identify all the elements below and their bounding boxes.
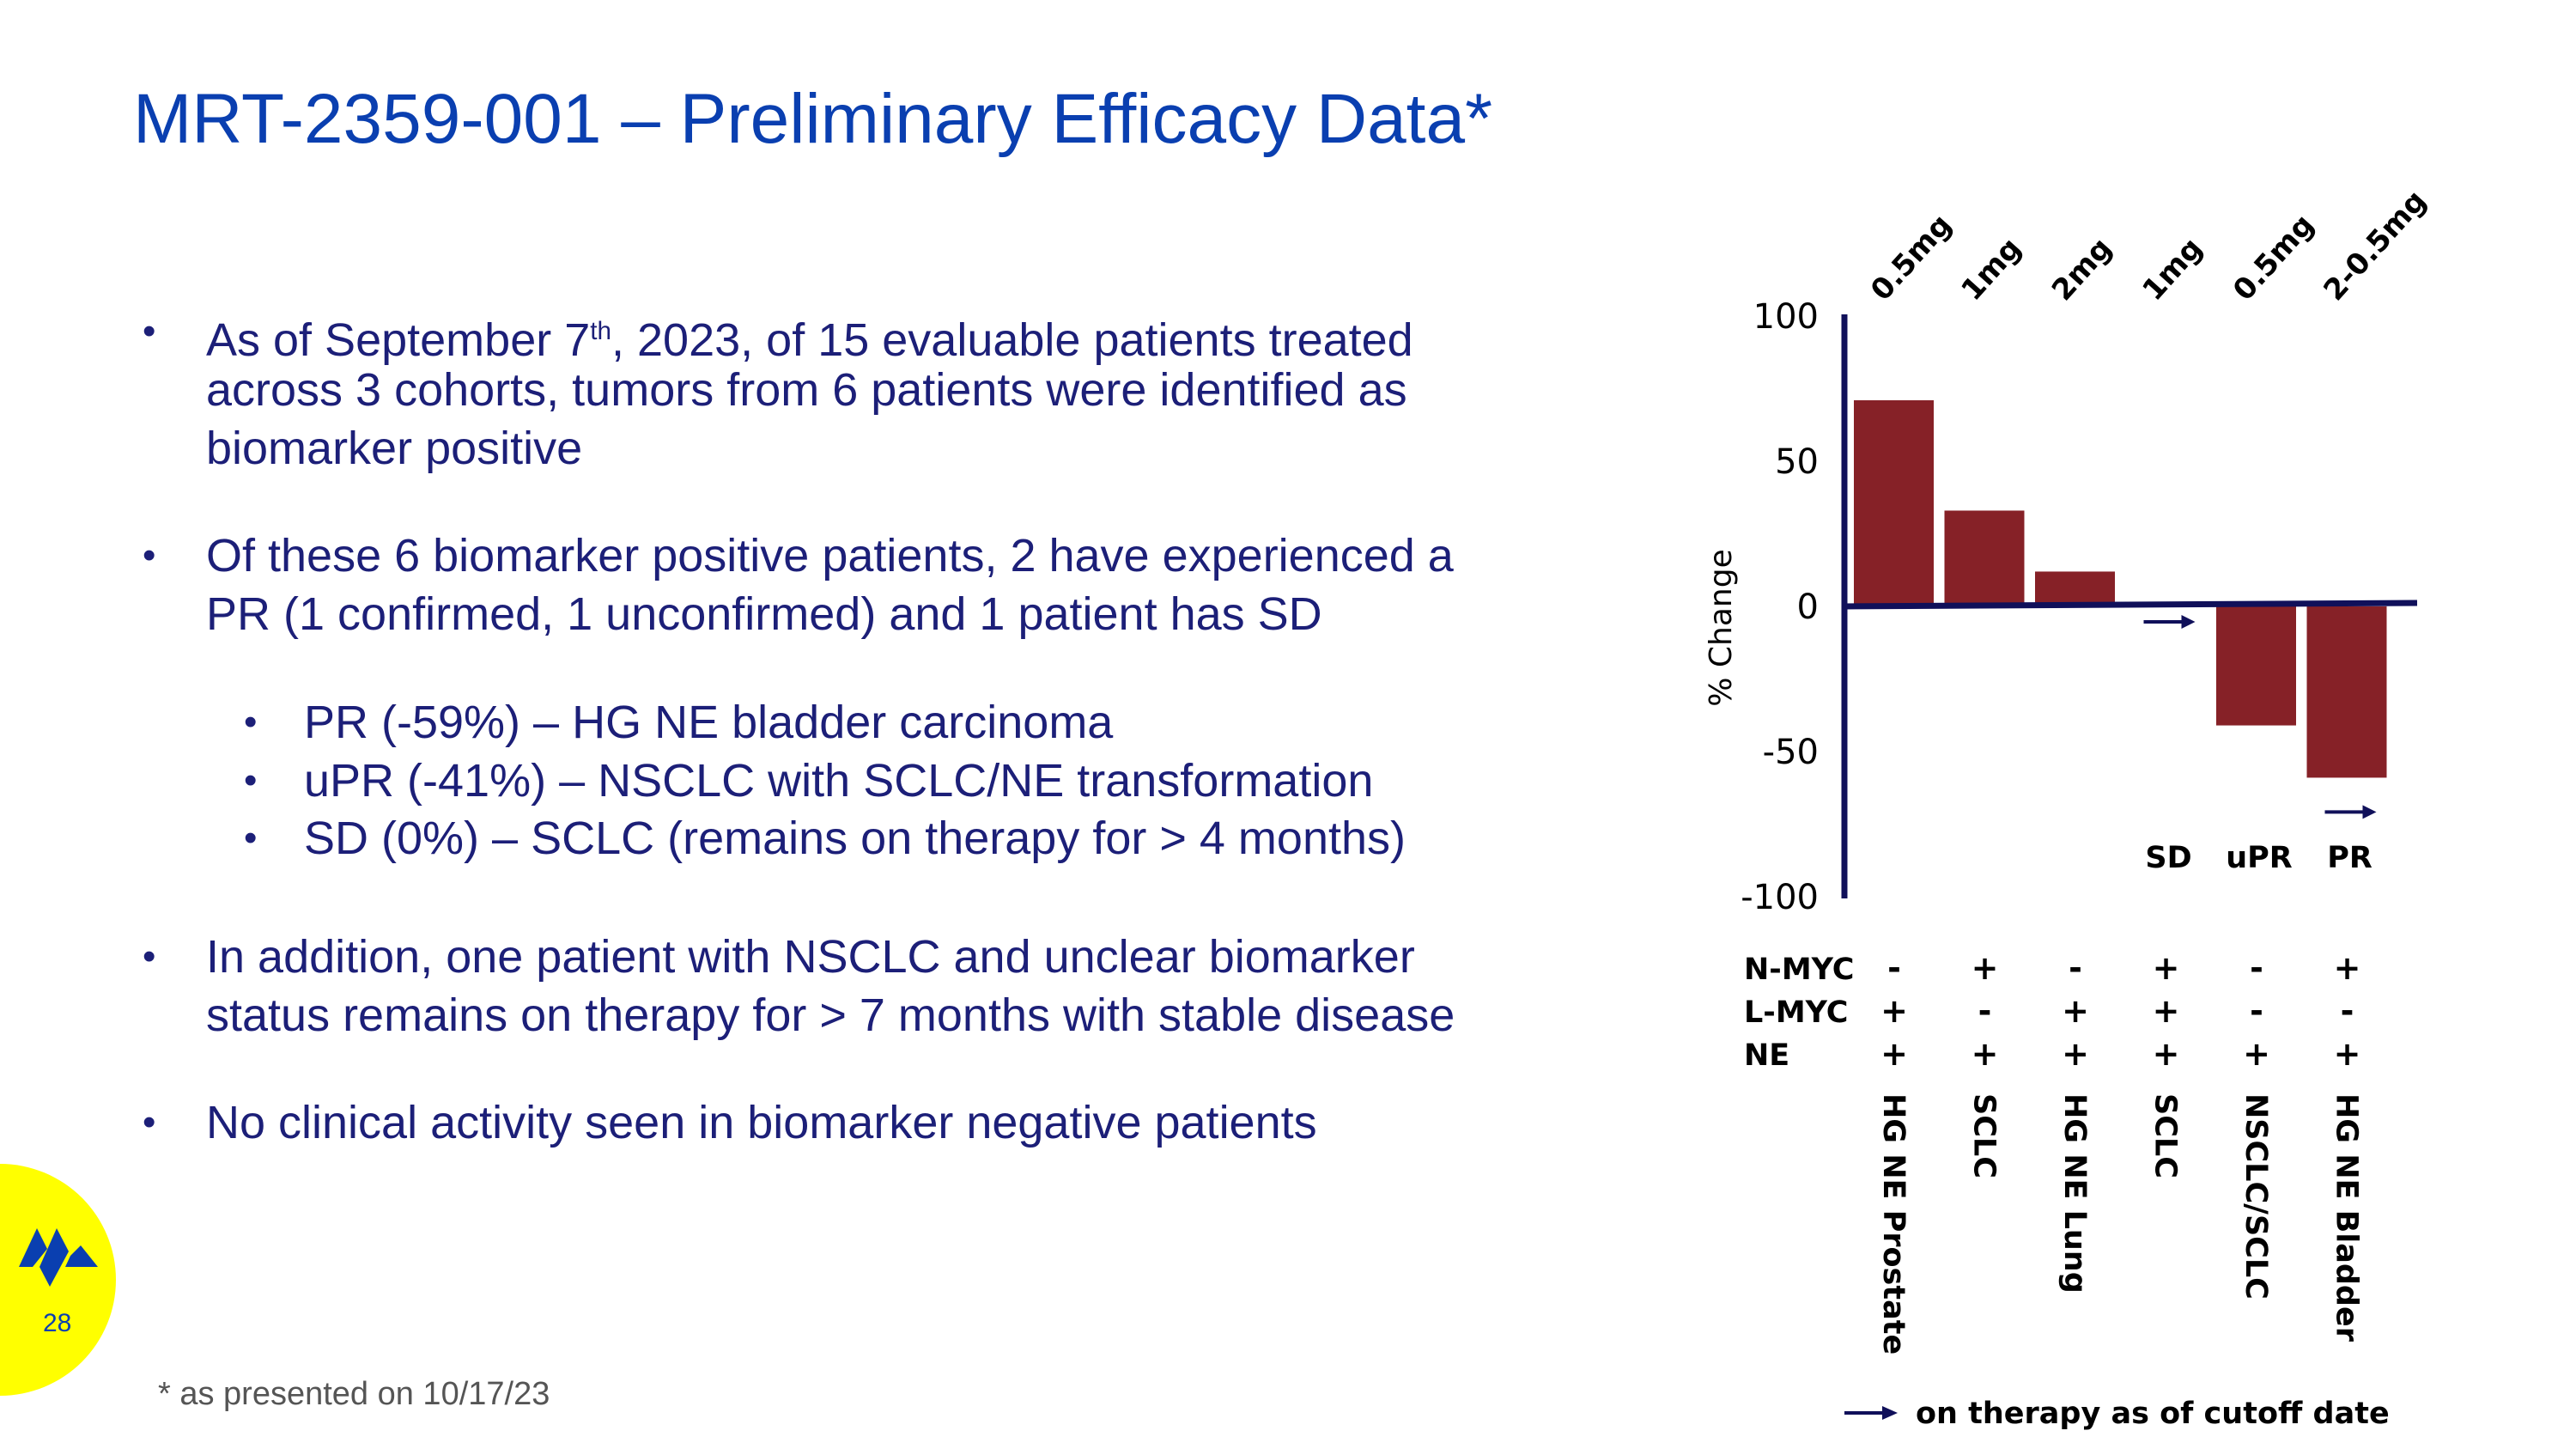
dose-label: 2-0.5mg [2317, 184, 2433, 307]
category-label: HG NE Prostate [1876, 1093, 1911, 1355]
bullet-text: SD (0%) – SCLC (remains on therapy for >… [304, 813, 1406, 864]
response-label: PR [2327, 841, 2372, 875]
bar [1854, 400, 1934, 606]
response-label: SD [2145, 841, 2191, 875]
marker-value: + [2153, 992, 2180, 1030]
marker-label: L-MYC [1744, 995, 1848, 1030]
dose-label: 2mg [2045, 231, 2119, 307]
bullet-text: PR (-59%) – HG NE bladder carcinoma [304, 697, 1114, 748]
marker-value: + [1880, 1035, 1908, 1073]
marker-value: + [2062, 992, 2089, 1030]
marker-value: + [1880, 992, 1908, 1030]
bar [1944, 510, 2025, 606]
marker-value: + [2153, 1035, 2180, 1073]
bullet-text: PR (1 confirmed, 1 unconfirmed) and 1 pa… [206, 588, 1322, 640]
bullet-text: In addition, one patient with NSCLC and … [206, 931, 1415, 983]
bullet-icon: • [143, 935, 156, 977]
y-tick-label: 0 [1797, 588, 1819, 627]
y-tick-label: -100 [1741, 878, 1819, 917]
dose-label: 1mg [1954, 231, 2028, 307]
bullet-icon: • [143, 534, 156, 576]
bar [2306, 606, 2387, 778]
marker-value: - [2341, 992, 2354, 1030]
marker-value: - [1978, 992, 1992, 1030]
y-tick-label: 50 [1775, 442, 1819, 482]
arrowhead-icon [2181, 615, 2196, 629]
arrowhead-icon [1882, 1406, 1898, 1420]
page-number: 28 [43, 1309, 72, 1337]
category-label: HG NE Bladder [2330, 1093, 2364, 1342]
category-label: SCLC [2148, 1093, 2183, 1178]
y-tick-label: 100 [1753, 297, 1819, 337]
response-label: uPR [2226, 841, 2293, 875]
legend-label: on therapy as of cutoff date [1916, 1397, 2390, 1431]
bullet-text: across 3 cohorts, tumors from 6 patients… [206, 364, 1407, 416]
category-label: NSCLC/SCLC [2239, 1093, 2273, 1300]
arrowhead-icon [2362, 805, 2377, 819]
company-logo-icon [19, 1228, 98, 1287]
category-label: HG NE Lung [2057, 1093, 2092, 1294]
bullet-text: Of these 6 biomarker positive patients, … [206, 530, 1454, 581]
bullet-text: uPR (-41%) – NSCLC with SCLC/NE transfor… [304, 755, 1374, 807]
page-title: MRT-2359-001 – Preliminary Efficacy Data… [133, 80, 1492, 158]
bullet-icon: • [244, 817, 258, 859]
bullet-text: As of September 7th, 2023, of 15 evaluab… [206, 314, 1413, 366]
bullet-text: No clinical activity seen in biomarker n… [206, 1097, 1317, 1148]
marker-label: N-MYC [1744, 953, 1854, 987]
bullet-icon: • [244, 759, 258, 801]
dose-label: 1mg [2136, 231, 2209, 307]
bullet-text: status remains on therapy for > 7 months… [206, 989, 1455, 1041]
marker-value: - [2250, 992, 2263, 1030]
bullet-text: biomarker positive [206, 423, 583, 474]
y-tick-label: -50 [1763, 733, 1819, 772]
bar [2216, 606, 2296, 726]
dose-label: 0.5mg [1864, 208, 1959, 307]
y-axis-label: % Change [1704, 549, 1739, 706]
marker-value: + [1971, 1035, 1999, 1073]
marker-value: + [2243, 1035, 2270, 1073]
bullet-icon: • [244, 701, 258, 743]
marker-value: + [1971, 949, 1999, 987]
marker-value: + [2334, 949, 2361, 987]
marker-label: NE [1744, 1038, 1789, 1073]
marker-value: + [2334, 1035, 2361, 1073]
marker-value: + [2062, 1035, 2089, 1073]
category-label: SCLC [1967, 1093, 2002, 1178]
dose-label: 0.5mg [2227, 208, 2321, 307]
bullet-icon: • [143, 1101, 156, 1143]
marker-value: - [2069, 949, 2082, 987]
marker-value: - [1887, 949, 1901, 987]
marker-value: - [2250, 949, 2263, 987]
marker-value: + [2153, 949, 2180, 987]
bar [2035, 571, 2115, 606]
footnote: * as presented on 10/17/23 [158, 1376, 550, 1412]
x-axis [1844, 600, 2418, 610]
bullet-icon: • [143, 310, 156, 352]
